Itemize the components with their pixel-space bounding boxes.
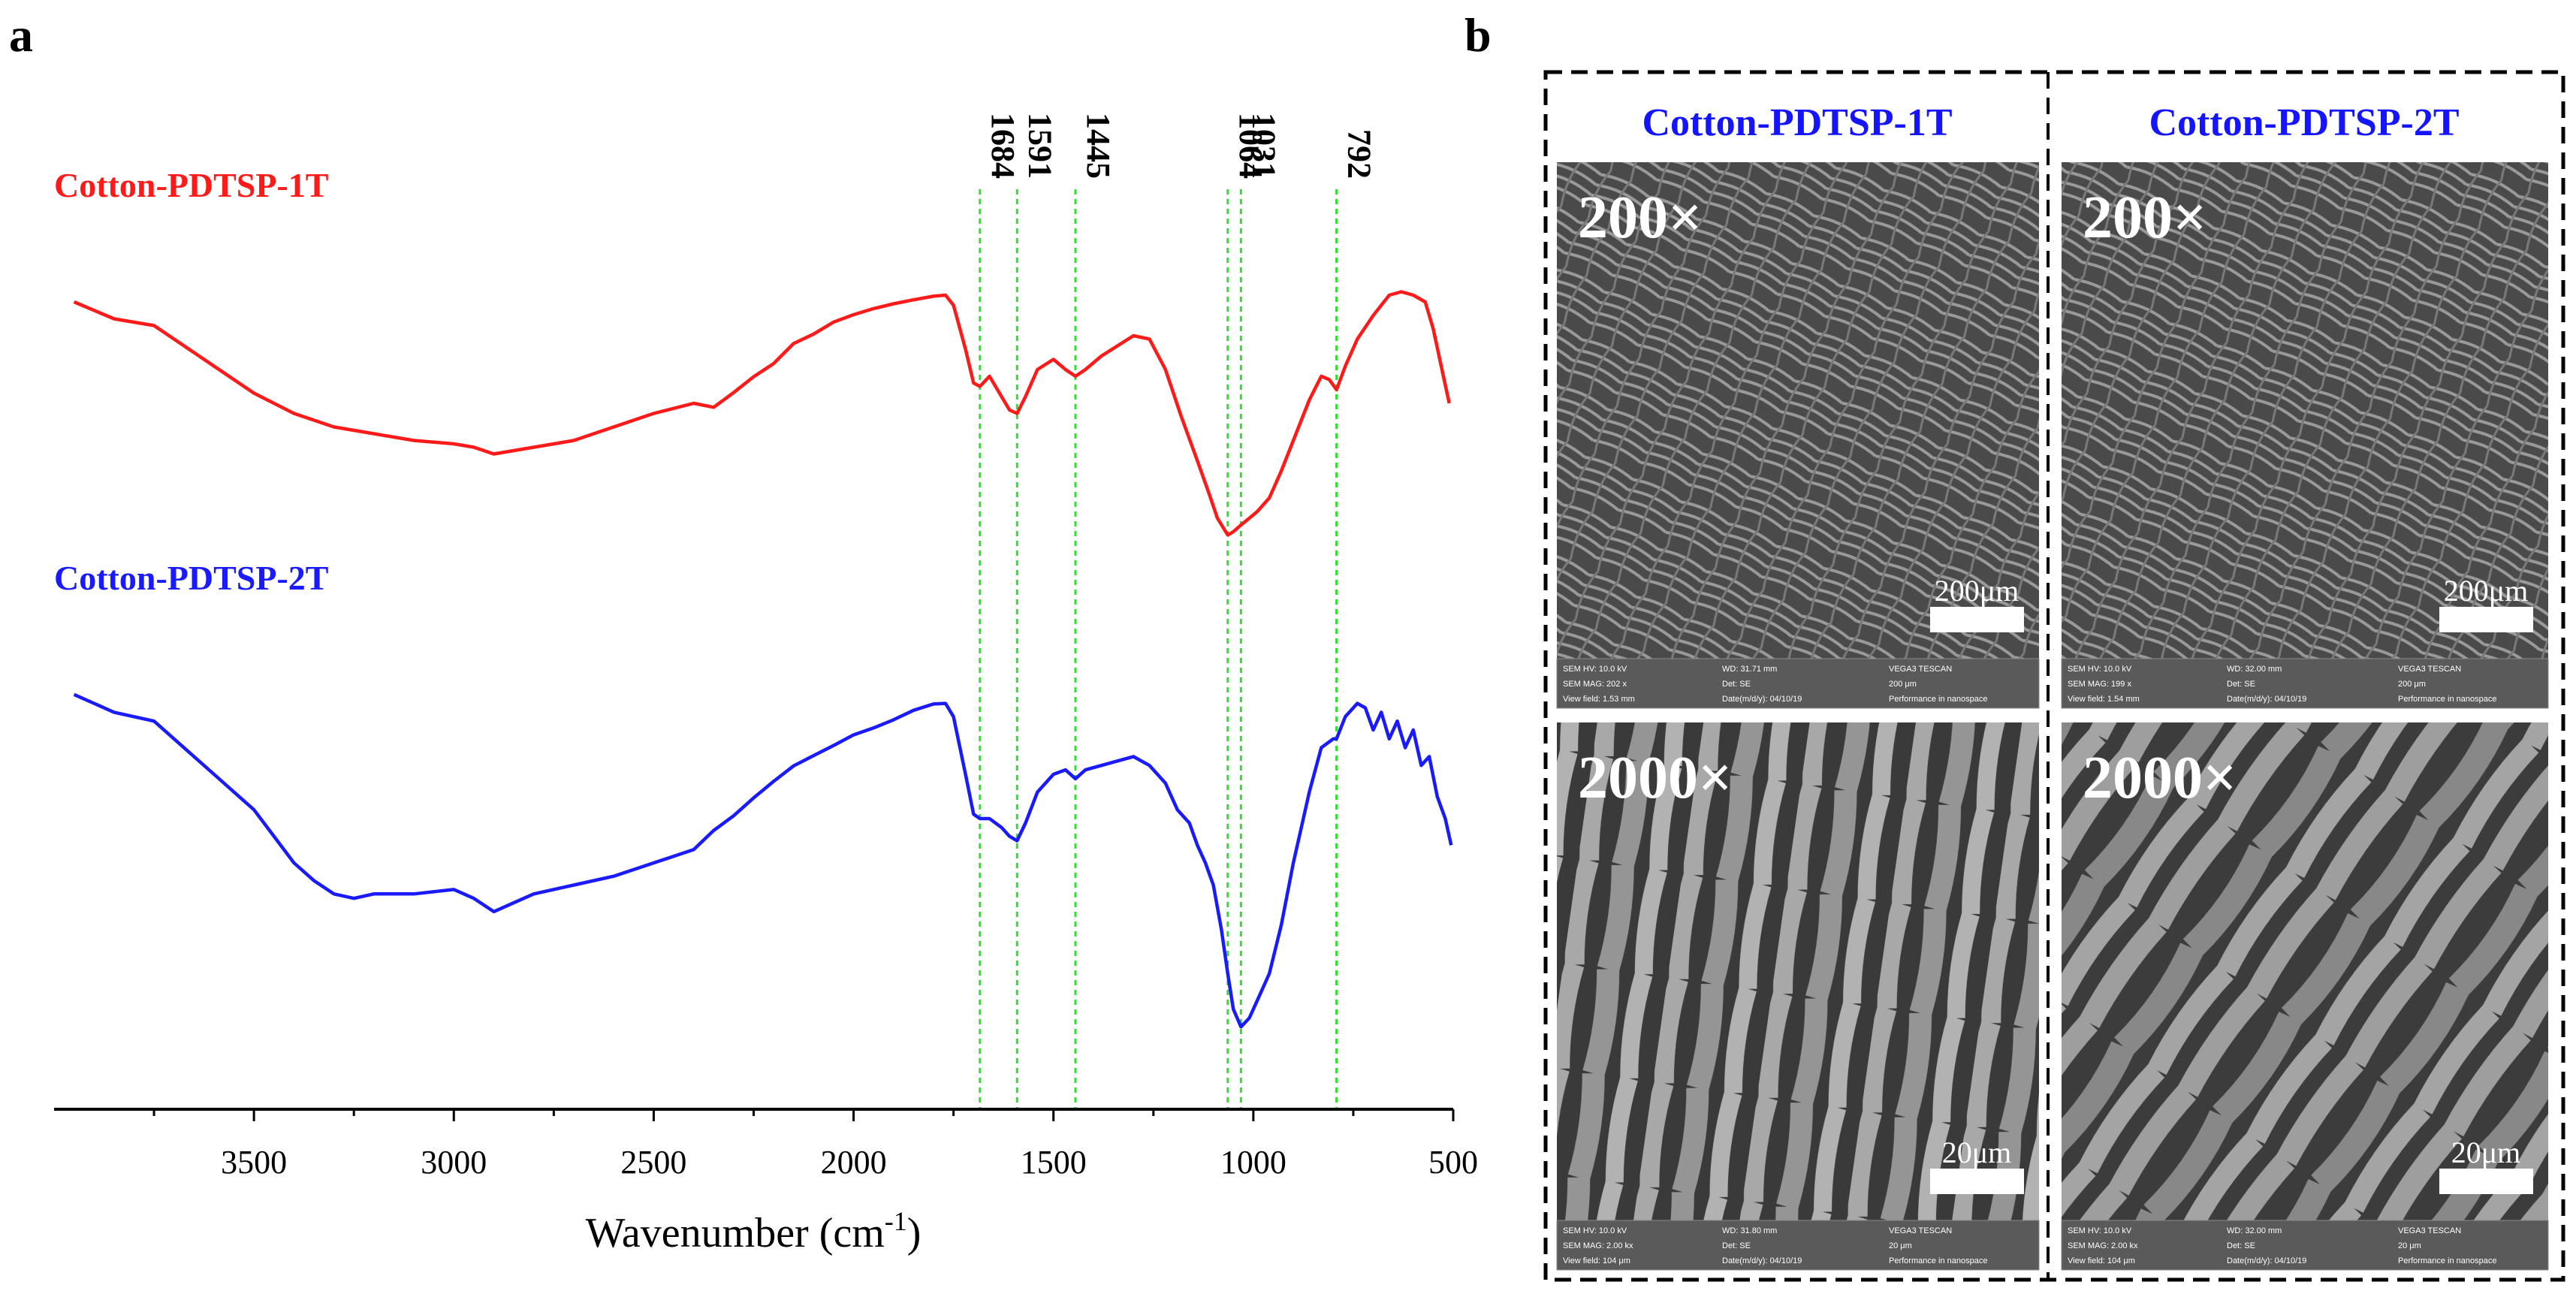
sem-metadata-text: View field: 1.53 mm — [1563, 695, 1635, 704]
x-tick-label-2500: 2500 — [620, 1144, 686, 1181]
sem-metadata-text: 200 μm — [2398, 680, 2426, 689]
magnification-label: 2000× — [2083, 745, 2237, 811]
scale-bar-label: 20μm — [1942, 1136, 2012, 1169]
sem-metadata-text: VEGA3 TESCAN — [1889, 1226, 1952, 1235]
sem-title-2t: Cotton-PDTSP-2T — [2149, 101, 2459, 144]
series-line-1 — [73, 290, 1451, 537]
sem-metadata-text: Performance in nanospace — [1889, 1256, 1987, 1265]
peak-label-1684: 1684 — [985, 113, 1021, 179]
x-tick-label-1500: 1500 — [1021, 1144, 1087, 1181]
panel-b-letter: b — [1464, 8, 1492, 62]
x-tick-label-2000: 2000 — [821, 1144, 887, 1181]
sem-metadata-text: Date(m/d/y): 04/10/19 — [1722, 1256, 1802, 1265]
scale-bar — [1930, 607, 2024, 632]
sem-metadata-text: SEM MAG: 202 x — [1563, 680, 1627, 689]
sem-metadata-text: VEGA3 TESCAN — [1889, 665, 1952, 674]
sem-metadata-text: SEM HV: 10.0 kV — [1563, 665, 1627, 674]
sem-metadata-text: SEM HV: 10.0 kV — [2068, 1226, 2132, 1235]
sem-image-3: 2000× 20μm SEM HV: 10.0 kV WD: 31.80 mm VEGA… — [1556, 722, 2040, 1271]
sem-image-1: 200× 200μm SEM HV: 10.0 kV WD: 31.71 mm VEGA… — [1556, 162, 2040, 709]
scale-bar-label: 20μm — [2451, 1136, 2521, 1169]
sem-outer-frame — [1543, 70, 2565, 1282]
sem-metadata-text: WD: 31.71 mm — [1722, 665, 1777, 674]
series-label-1t: Cotton-PDTSP-1T — [54, 166, 328, 204]
sem-metadata-text: Date(m/d/y): 04/10/19 — [1722, 695, 1802, 704]
peak-label-1031: 1031 — [1245, 113, 1282, 179]
series-line-2 — [73, 692, 1453, 1029]
sem-metadata-text: Performance in nanospace — [1889, 695, 1987, 704]
sem-metadata-text: SEM MAG: 199 x — [2068, 680, 2131, 689]
sem-metadata-text: Det: SE — [1722, 680, 1751, 689]
sem-metadata-text: VEGA3 TESCAN — [2398, 1226, 2461, 1235]
x-tick-label-3500: 3500 — [221, 1144, 287, 1181]
sem-metadata-text: View field: 1.54 mm — [2068, 695, 2140, 704]
sem-metadata-bar — [2061, 658, 2549, 709]
sem-metadata-text: SEM HV: 10.0 kV — [2068, 665, 2132, 674]
scale-bar-label: 200μm — [2444, 574, 2529, 608]
magnification-label: 200× — [2083, 185, 2207, 251]
sem-image-2: 200× 200μm SEM HV: 10.0 kV WD: 32.00 mm VEGA… — [2061, 162, 2549, 709]
reference-lines — [979, 189, 1338, 1109]
peak-label-1591: 1591 — [1021, 113, 1058, 179]
series-label-2t: Cotton-PDTSP-2T — [54, 559, 328, 597]
sem-metadata-text: Date(m/d/y): 04/10/19 — [2227, 1256, 2306, 1265]
spectra — [73, 290, 1453, 1029]
panel-a-letter: a — [9, 8, 33, 62]
scale-bar — [2439, 1169, 2533, 1194]
sem-metadata-text: WD: 32.00 mm — [2227, 1226, 2282, 1235]
sem-metadata-text: Det: SE — [2227, 680, 2255, 689]
scale-bar — [2439, 607, 2533, 632]
scale-bar — [1930, 1169, 2024, 1194]
sem-image-4: 2000× 20μm SEM HV: 10.0 kV WD: 32.00 mm VEGA… — [2061, 722, 2549, 1271]
sem-metadata-text: 20 μm — [2398, 1241, 2421, 1250]
sem-metadata-text: View field: 104 μm — [1563, 1256, 1630, 1265]
sem-image-grid: 200× 200μm SEM HV: 10.0 kV WD: 31.71 mm VEGA… — [1556, 162, 2549, 1271]
x-tick-label-1000: 1000 — [1220, 1144, 1286, 1181]
sem-metadata-text: View field: 104 μm — [2068, 1256, 2135, 1265]
scale-bar-label: 200μm — [1935, 574, 2019, 608]
sem-metadata-text: Performance in nanospace — [2398, 1256, 2496, 1265]
sem-metadata-text: WD: 32.00 mm — [2227, 665, 2282, 674]
x-tick-label-3000: 3000 — [421, 1144, 487, 1181]
sem-metadata-text: Det: SE — [1722, 1241, 1751, 1250]
peak-label-792: 792 — [1341, 129, 1378, 179]
x-tick-label-500: 500 — [1428, 1144, 1478, 1181]
sem-metadata-text: Det: SE — [2227, 1241, 2255, 1250]
peak-label-1064: 1064 — [1232, 113, 1269, 179]
sem-title-1t: Cotton-PDTSP-1T — [1642, 101, 1952, 144]
sem-metadata-text: Date(m/d/y): 04/10/19 — [2227, 695, 2306, 704]
sem-metadata-text: 200 μm — [1889, 680, 1917, 689]
sem-metadata-text: SEM HV: 10.0 kV — [1563, 1226, 1627, 1235]
sem-metadata-text: Performance in nanospace — [2398, 695, 2496, 704]
magnification-label: 200× — [1578, 185, 1703, 251]
x-axis-ticks: 3500 3000 2500 2000 1500 1000 500 — [152, 1109, 1478, 1181]
sem-metadata-text: VEGA3 TESCAN — [2398, 665, 2461, 674]
sem-metadata-text: SEM MAG: 2.00 kx — [1563, 1241, 1633, 1250]
sem-metadata-text: SEM MAG: 2.00 kx — [2068, 1241, 2138, 1250]
sem-metadata-bar — [1556, 658, 2040, 709]
sem-metadata-text: WD: 31.80 mm — [1722, 1226, 1777, 1235]
x-axis-title: Wavenumber (cm-1) — [586, 1206, 922, 1256]
sem-metadata-text: 20 μm — [1889, 1241, 1912, 1250]
magnification-label: 2000× — [1578, 745, 1733, 811]
sem-metadata-bar — [1556, 1220, 2040, 1271]
sem-metadata-bar — [2061, 1220, 2549, 1271]
peak-label-1445: 1445 — [1080, 113, 1117, 179]
